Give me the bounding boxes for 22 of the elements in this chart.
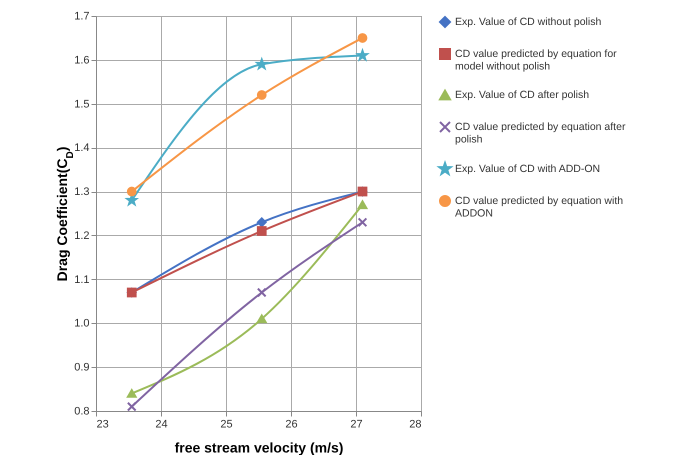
- y-tick-label: 1.4: [74, 142, 90, 154]
- legend-label: CD value predicted by equation after polish: [455, 121, 626, 146]
- x-tick-label: 28: [409, 418, 422, 430]
- x-tick-label: 23: [96, 418, 109, 430]
- legend-label: Exp. Value of CD after polish: [455, 89, 590, 101]
- y-tick-label: 1.6: [74, 54, 90, 66]
- y-tick-label: 1.5: [74, 98, 90, 110]
- y-tick-label: 1.0: [74, 318, 90, 330]
- legend-label: Exp. Value of CD with ADD-ON: [455, 163, 600, 175]
- y-tick-label: 1.2: [74, 230, 90, 242]
- x-tick-label: 25: [220, 418, 233, 430]
- x-tick-label: 26: [285, 418, 298, 430]
- y-tick-label: 1.3: [74, 186, 90, 198]
- y-tick-label: 0.9: [74, 362, 90, 374]
- legend-label: CD value predicted by equation with ADDON: [455, 195, 624, 220]
- y-tick-label: 1.1: [74, 274, 90, 286]
- legend-label: CD value predicted by equation for model without polish: [455, 48, 618, 72]
- y-tick-label: 1.7: [74, 10, 90, 22]
- x-tick-label: 24: [155, 418, 168, 430]
- legend-label: Exp. Value of CD without polish: [455, 16, 602, 28]
- y-tick-label: 0.8: [74, 406, 90, 418]
- x-tick-label: 27: [350, 418, 363, 430]
